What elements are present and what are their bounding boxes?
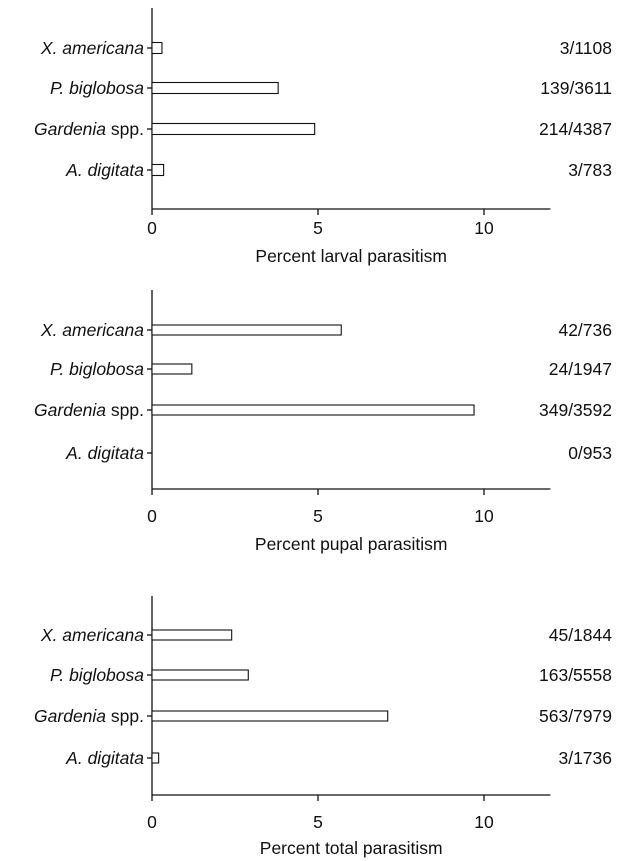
bar: [151, 752, 160, 764]
chart-panel-2: 0 5 10 Percent pupal parasitism X. americana…: [34, 290, 612, 554]
bar: [151, 629, 233, 641]
count-label: 42/736: [558, 320, 612, 340]
count-label: 139/3611: [540, 78, 612, 98]
count-label: 163/5558: [539, 665, 612, 685]
category-label: X. americana: [40, 625, 144, 645]
category-label: A. digitata: [65, 160, 144, 180]
x-tick-label: 0: [147, 506, 157, 526]
x-tick-label: 0: [147, 812, 157, 832]
category-label: Gardenia spp.: [34, 400, 144, 420]
bar: [151, 163, 165, 177]
count-label: 3/1108: [560, 38, 612, 58]
count-label: 214/4387: [539, 119, 612, 139]
category-label: A. digitata: [65, 443, 144, 463]
x-axis-label: Percent larval parasitism: [255, 246, 447, 266]
count-label: 45/1844: [549, 625, 613, 645]
category-label: A. digitata: [65, 748, 144, 768]
bar: [151, 363, 193, 375]
x-axis-label: Percent pupal parasitism: [255, 534, 448, 554]
count-label: 563/7979: [539, 706, 612, 726]
bar: [151, 710, 389, 722]
category-label: P. biglobosa: [50, 665, 144, 685]
x-tick-label: 0: [147, 218, 157, 238]
count-label: 0/953: [568, 443, 612, 463]
bar: [151, 41, 163, 55]
count-label: 3/783: [568, 160, 612, 180]
category-label: P. biglobosa: [50, 359, 144, 379]
bar: [151, 669, 249, 681]
x-tick-label: 5: [313, 812, 323, 832]
category-label: X. americana: [40, 38, 144, 58]
bar: [151, 81, 279, 95]
category-label: P. biglobosa: [50, 78, 144, 98]
x-tick-label: 5: [313, 506, 323, 526]
x-tick-label: 10: [474, 506, 494, 526]
count-label: 3/1736: [558, 748, 612, 768]
bar: [151, 404, 475, 416]
chart-panel-1: 0 5 10 Percent larval parasitism X. american…: [34, 8, 612, 266]
category-label: Gardenia spp.: [34, 119, 144, 139]
bar: [151, 324, 342, 336]
x-axis-label: Percent total parasitism: [260, 838, 443, 858]
x-tick-label: 10: [474, 812, 494, 832]
x-tick-label: 10: [474, 218, 494, 238]
bar: [151, 122, 316, 136]
x-tick-label: 5: [313, 218, 323, 238]
count-label: 349/3592: [539, 400, 612, 420]
chart-panel-3: 0 5 10 Percent total parasitism X. americana…: [34, 596, 612, 858]
count-label: 24/1947: [549, 359, 612, 379]
category-label: Gardenia spp.: [34, 706, 144, 726]
category-label: X. americana: [40, 320, 144, 340]
